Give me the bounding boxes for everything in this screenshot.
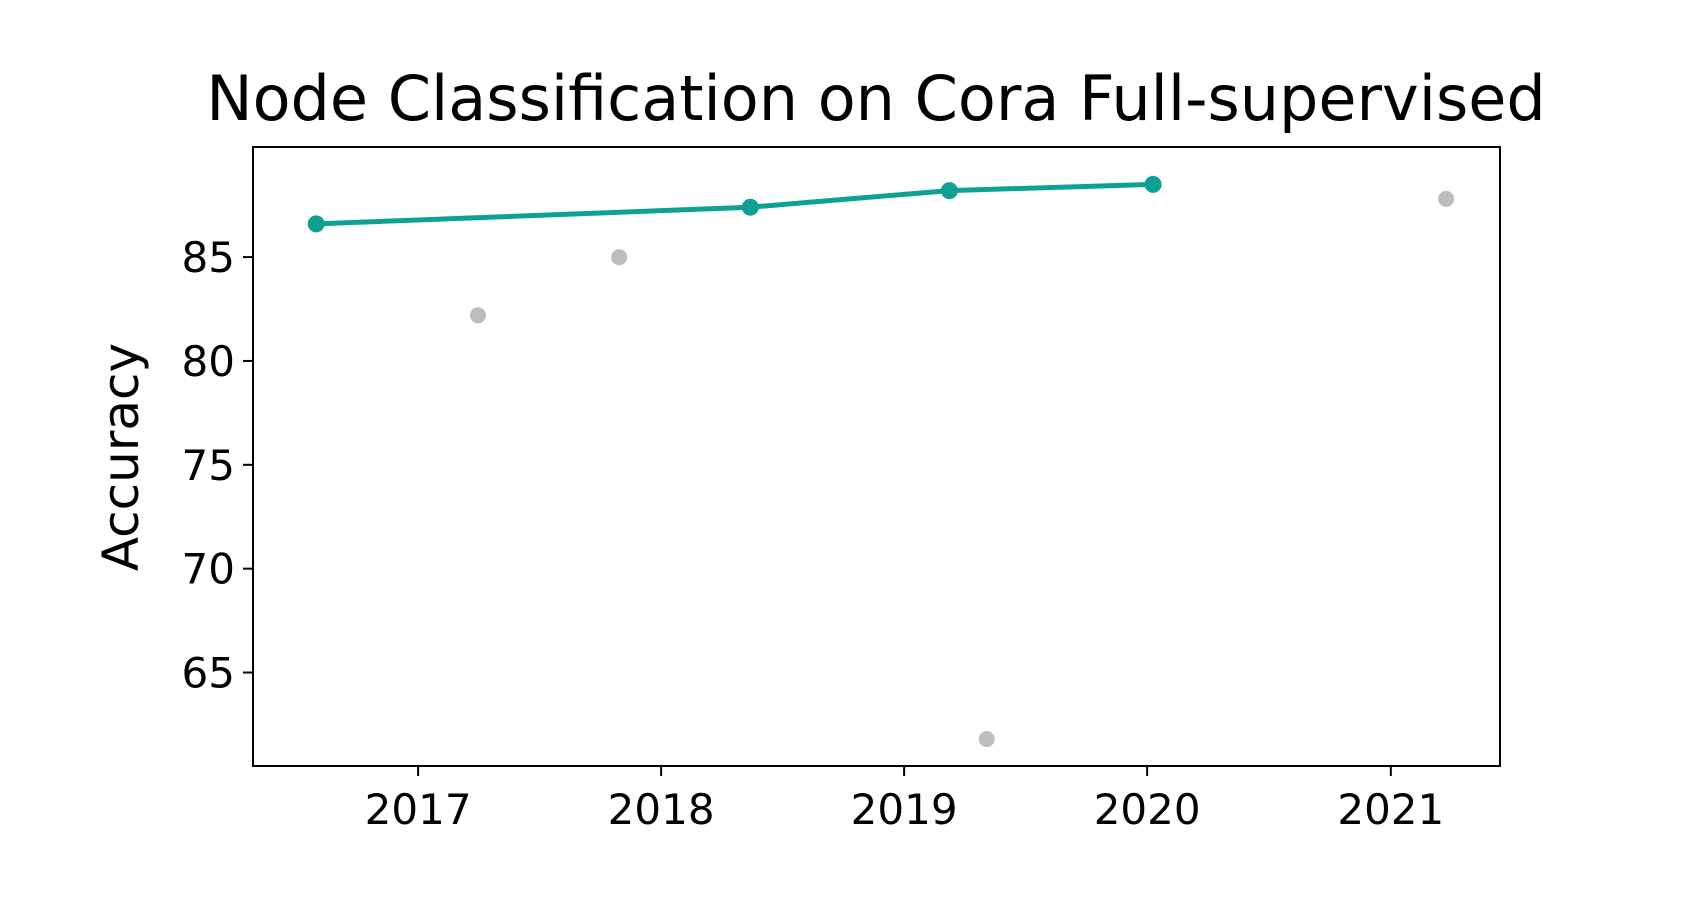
x-axis-ticks: 2017 2018 2019 2020 2021: [365, 766, 1444, 834]
y-tick-label-0: 65: [182, 649, 235, 698]
chart-title: Node Classification on Cora Full-supervi…: [206, 62, 1546, 135]
data-point-0-0: [307, 215, 325, 233]
plot-marks: [307, 175, 1455, 747]
y-tick-label-2: 75: [182, 441, 235, 490]
y-tick-label-1: 70: [182, 545, 235, 594]
x-tick-label-1: 2018: [608, 785, 715, 834]
x-tick-label-3: 2020: [1094, 785, 1201, 834]
x-tick-label-4: 2021: [1337, 785, 1444, 834]
y-axis-label: Accuracy: [92, 343, 150, 571]
data-point-1-2: [978, 731, 995, 747]
x-tick-label-2: 2019: [851, 785, 958, 834]
y-tick-label-4: 85: [182, 233, 235, 282]
data-point-1-1: [611, 249, 628, 266]
data-point-0-2: [940, 182, 958, 200]
data-point-1-0: [470, 307, 486, 324]
data-point-0-1: [741, 198, 759, 216]
y-axis-ticks: 65 70 75 80 85: [182, 233, 253, 698]
plot-frame: [252, 146, 1501, 767]
data-point-1-3: [1438, 190, 1455, 207]
data-point-0-3: [1144, 175, 1162, 193]
series-line-0: [313, 181, 1156, 227]
y-tick-label-3: 80: [182, 337, 235, 386]
x-tick-label-0: 2017: [365, 785, 472, 834]
